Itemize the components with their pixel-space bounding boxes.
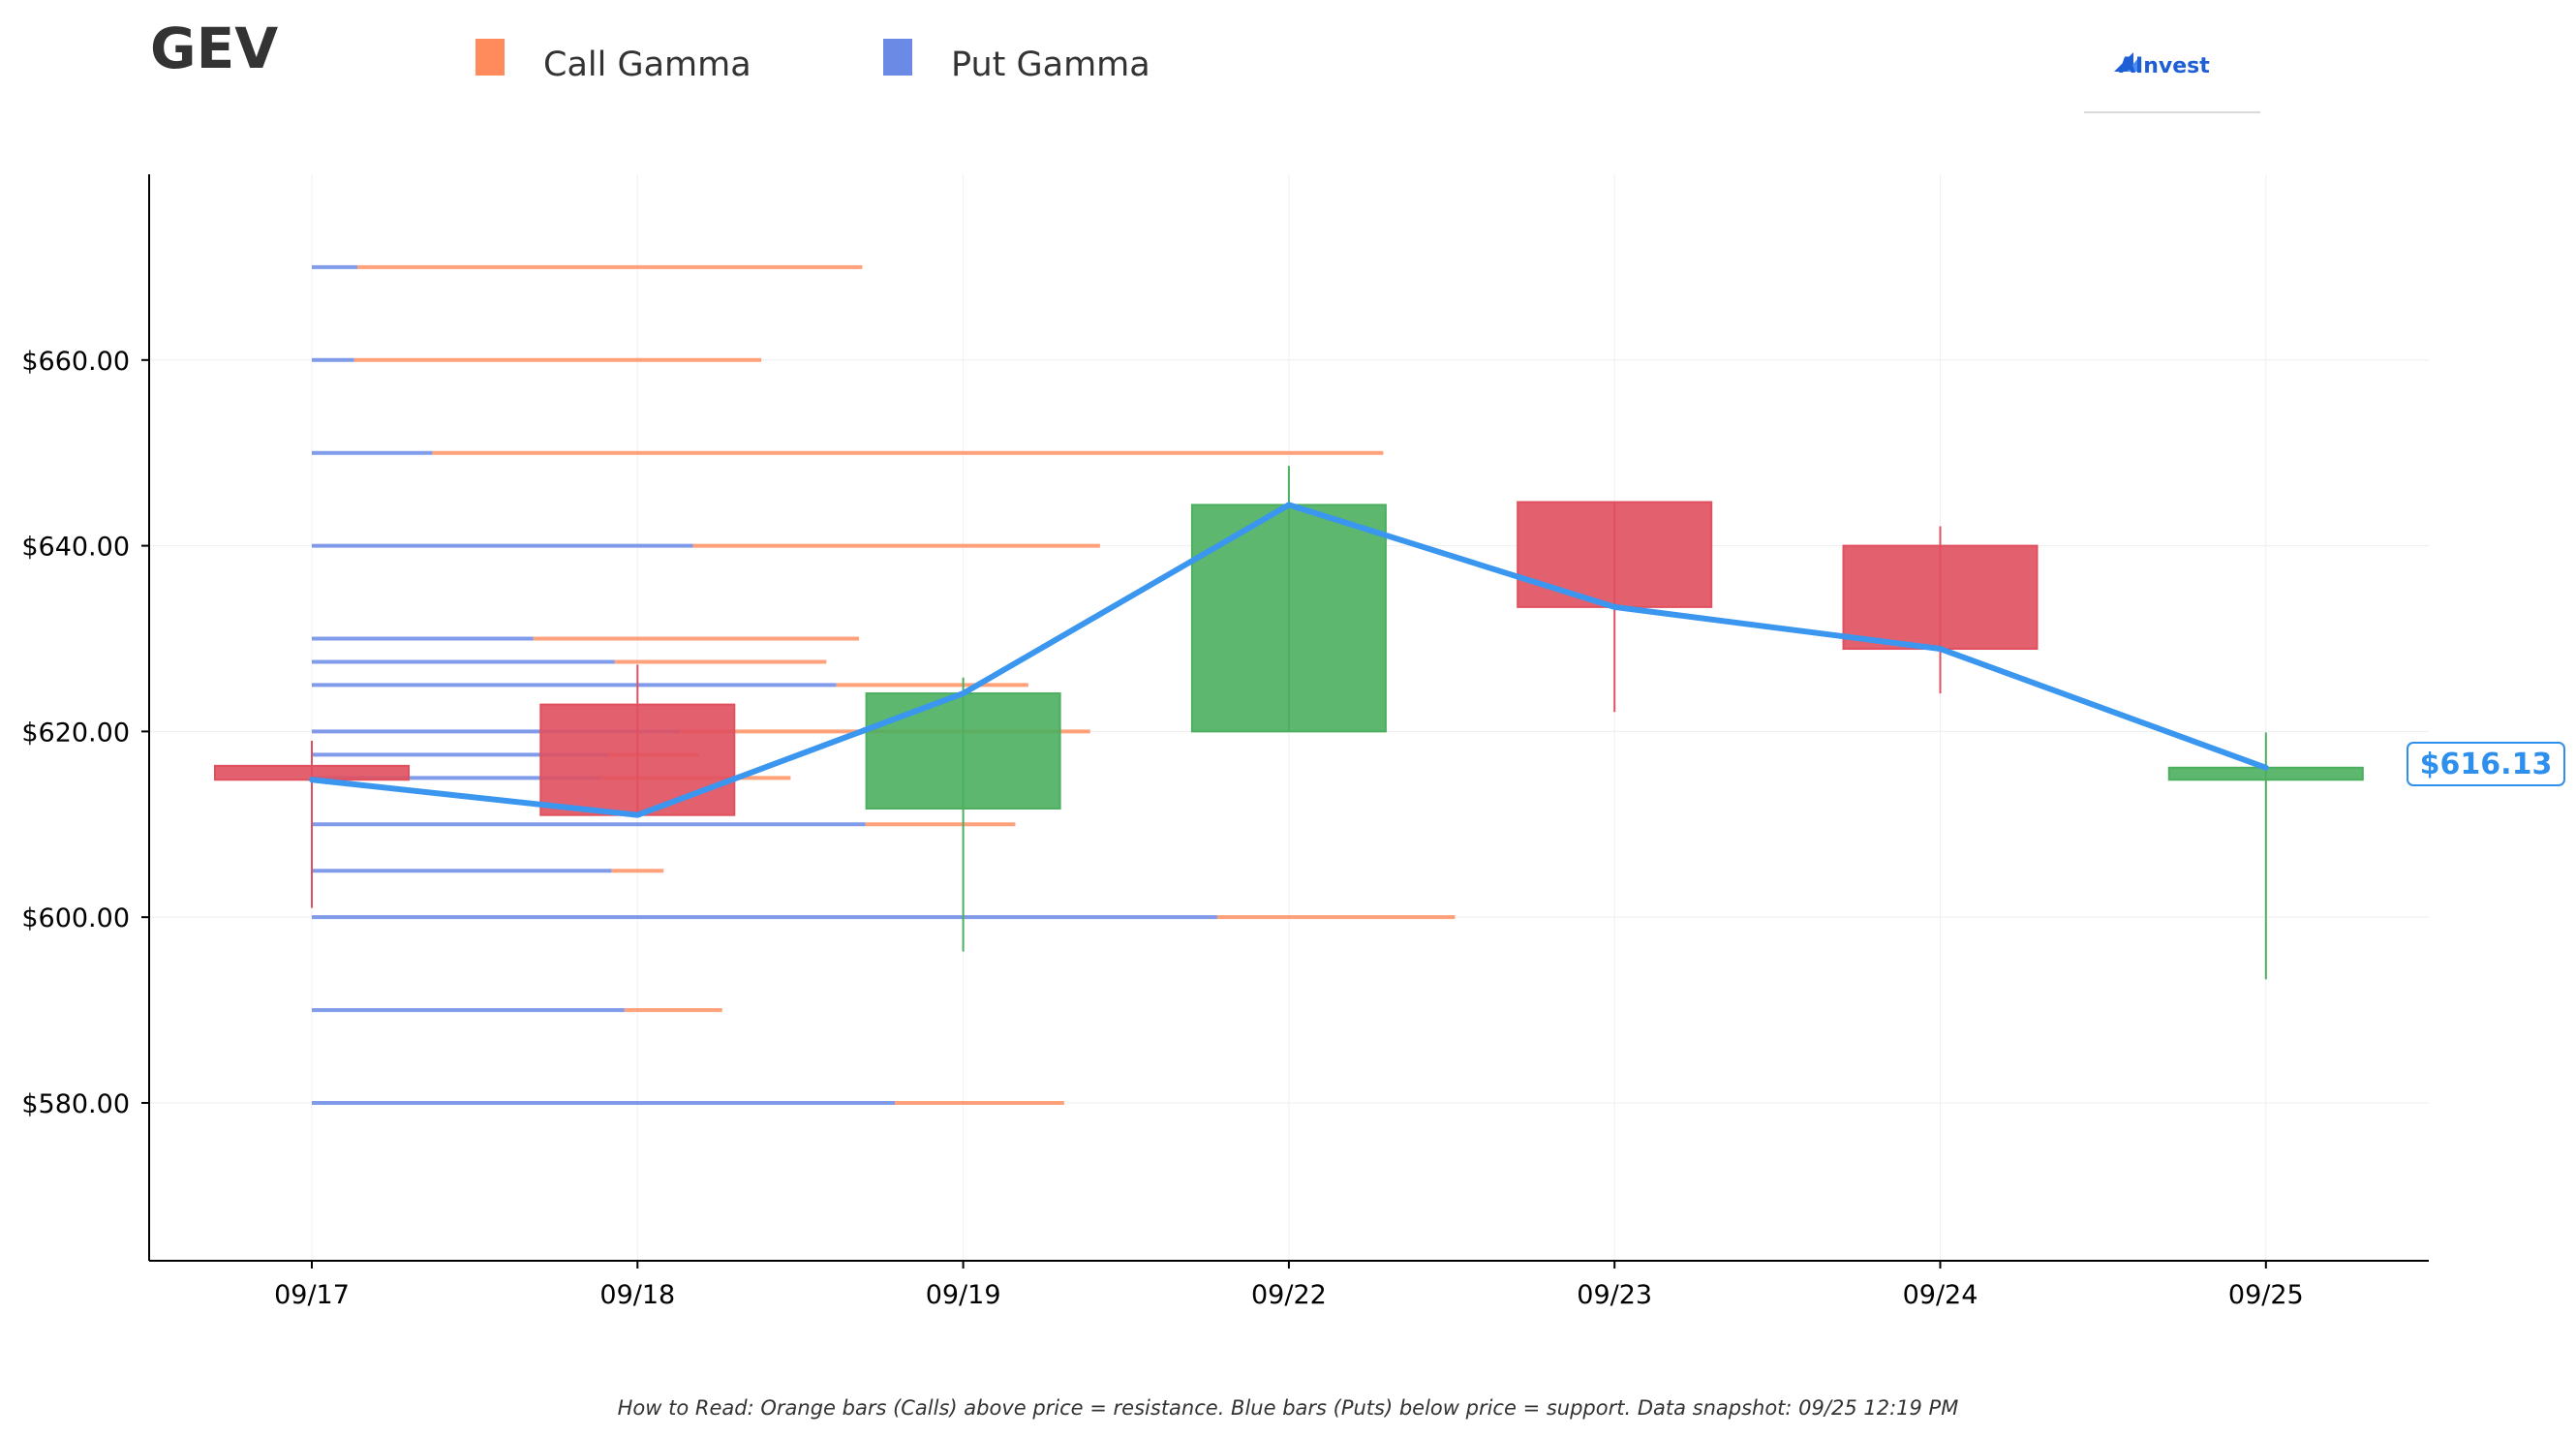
y-tick-label: $600.00 [21,903,130,933]
close-price-line [309,502,2269,818]
current-price-badge: $616.13 [2407,742,2565,786]
candle-body [1190,504,1387,733]
ainvest-logo: AInvest [2084,52,2260,113]
axes: $580.00 $600.00 $620.00 $640.00 $660.00 09/17… [21,174,2429,1310]
candle-body [865,692,1061,810]
ticker-title: GEV [150,15,278,81]
candlesticks [214,466,2364,980]
candle-body [1517,501,1713,608]
how-to-read-footer: How to Read: Orange bars (Calls) above p… [618,1396,1959,1420]
x-tick-label: 09/19 [926,1280,1001,1310]
y-tick-label: $620.00 [21,718,130,748]
x-tick-label: 09/23 [1577,1280,1652,1310]
candle-body [1842,544,2039,651]
put-gamma-legend-swatch [883,39,912,76]
call-gamma-legend-label: Call Gamma [543,46,751,84]
ainvest-logo-icon [2114,52,2138,72]
x-tick-label: 09/22 [1251,1280,1327,1310]
close-price-polyline [309,502,2269,818]
call-gamma-legend-swatch [475,39,505,76]
x-tick-label: 09/17 [274,1280,350,1310]
current-price-label: $616.13 [2420,748,2553,781]
x-tick-label: 09/24 [1903,1280,1978,1310]
y-tick-label: $640.00 [21,533,130,563]
ainvest-logo-text: AInvest [2119,54,2210,78]
x-tick-label: 09/25 [2228,1280,2304,1310]
y-tick-label: $660.00 [21,347,130,377]
put-gamma-legend-label: Put Gamma [951,46,1150,84]
candle-body [539,703,736,816]
y-tick-label: $580.00 [21,1089,130,1119]
current-price-box [2407,742,2565,786]
legend: Call Gamma Put Gamma [475,39,1150,84]
x-tick-label: 09/18 [599,1280,675,1310]
